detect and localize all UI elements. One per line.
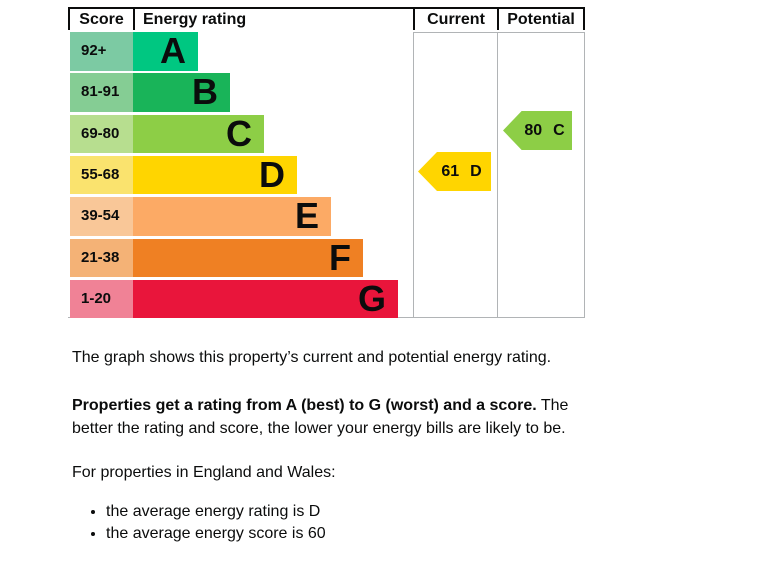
rating-explanation-rest: The better the rating and score, the low…: [72, 397, 569, 437]
averages-list: the average energy rating is D the avera…: [72, 501, 600, 545]
rating-bar-e: E: [133, 197, 331, 236]
score-range-c: 69-80: [70, 114, 133, 154]
rating-letter-a: A: [160, 30, 186, 71]
current-rating-letter: D: [470, 162, 482, 180]
current-column-divider: [413, 32, 414, 317]
score-range-e: 39-54: [70, 197, 133, 236]
score-range-f: 21-38: [70, 238, 133, 277]
rating-bar-b: B: [133, 73, 230, 112]
score-range-a: 92+: [70, 32, 133, 71]
rating-bar-f: F: [133, 236, 363, 278]
rating-letter-d: D: [259, 153, 285, 195]
rating-bar-a: A: [133, 32, 198, 71]
potential-rating-arrow: 80 C: [503, 111, 572, 150]
rating-bar-c: C: [133, 112, 264, 154]
rating-explanation-bold: Properties get a rating from A (best) to…: [72, 397, 537, 414]
current-column-header: Current: [413, 9, 497, 30]
score-range-g: 1-20: [70, 279, 133, 319]
energy-rating-chart: Score Energy rating Current Potential 92…: [68, 7, 585, 319]
energy-rating-column-header: Energy rating: [133, 9, 413, 30]
score-column-header: Score: [68, 9, 133, 30]
current-score-value: 61: [441, 162, 460, 180]
potential-score-value: 80: [524, 121, 543, 139]
rating-letter-b: B: [192, 71, 218, 113]
chart-right-border: [584, 32, 585, 317]
average-score-item: the average energy score is 60: [106, 523, 600, 545]
current-rating-arrow: 61 D: [418, 152, 491, 191]
rating-bar-d: D: [133, 153, 297, 195]
intro-paragraph: The graph shows this property’s current …: [72, 349, 552, 366]
average-rating-item: the average energy rating is D: [106, 501, 600, 523]
rating-letter-f: F: [329, 236, 351, 278]
rating-explanation-paragraph: Properties get a rating from A (best) to…: [72, 394, 600, 440]
rating-letter-g: G: [357, 277, 386, 319]
rating-letter-e: E: [294, 195, 319, 237]
score-range-d: 55-68: [70, 155, 133, 195]
chart-header-row: Score Energy rating Current Potential: [68, 9, 585, 30]
score-range-b: 81-91: [70, 73, 133, 112]
chart-description: The graph shows this property’s current …: [72, 346, 600, 545]
header-underline: [413, 32, 585, 33]
region-heading: For properties in England and Wales:: [72, 464, 336, 481]
potential-column-divider: [497, 32, 498, 317]
rating-letter-c: C: [226, 112, 252, 154]
potential-rating-letter: C: [553, 121, 565, 139]
potential-column-header: Potential: [497, 9, 585, 30]
rating-bar-g: G: [133, 277, 398, 319]
